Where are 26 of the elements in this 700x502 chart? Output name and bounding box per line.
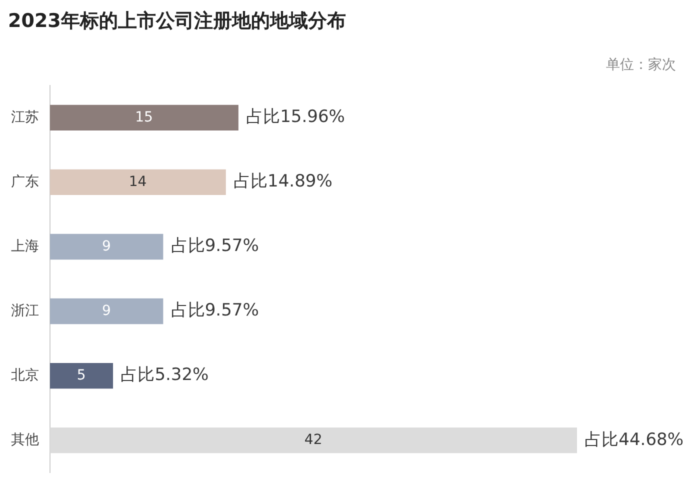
y-tick-label: 浙江 <box>11 302 39 319</box>
annotation: 占比9.57% <box>170 300 259 321</box>
bar <box>50 298 164 324</box>
data-label: 15 <box>135 109 153 126</box>
y-tick-label: 上海 <box>11 238 39 254</box>
annotation: 占比15.96% <box>246 107 345 128</box>
data-label: 5 <box>76 367 86 384</box>
data-label: 42 <box>304 432 322 448</box>
annotation: 占比5.32% <box>120 365 209 386</box>
y-tick-label: 广东 <box>11 174 39 190</box>
annotation: 占比14.89% <box>234 172 332 192</box>
data-label: 14 <box>128 174 147 190</box>
y-tick-label: 江苏 <box>11 109 39 126</box>
y-tick-label: 北京 <box>11 367 39 384</box>
bar <box>50 362 114 389</box>
annotation: 占比44.68% <box>584 430 684 450</box>
text: 单位：家次 <box>605 56 677 74</box>
bar <box>50 428 577 454</box>
bar <box>50 104 238 130</box>
chart-title: 2023年标的上市公司注册地的地域分布 <box>8 9 347 34</box>
bar <box>50 169 226 196</box>
data-label: 9 <box>102 302 111 319</box>
annotation: 占比9.57% <box>170 236 259 256</box>
y-tick-label: 其他 <box>11 432 39 448</box>
data-label: 9 <box>102 238 111 254</box>
bar <box>50 234 164 260</box>
